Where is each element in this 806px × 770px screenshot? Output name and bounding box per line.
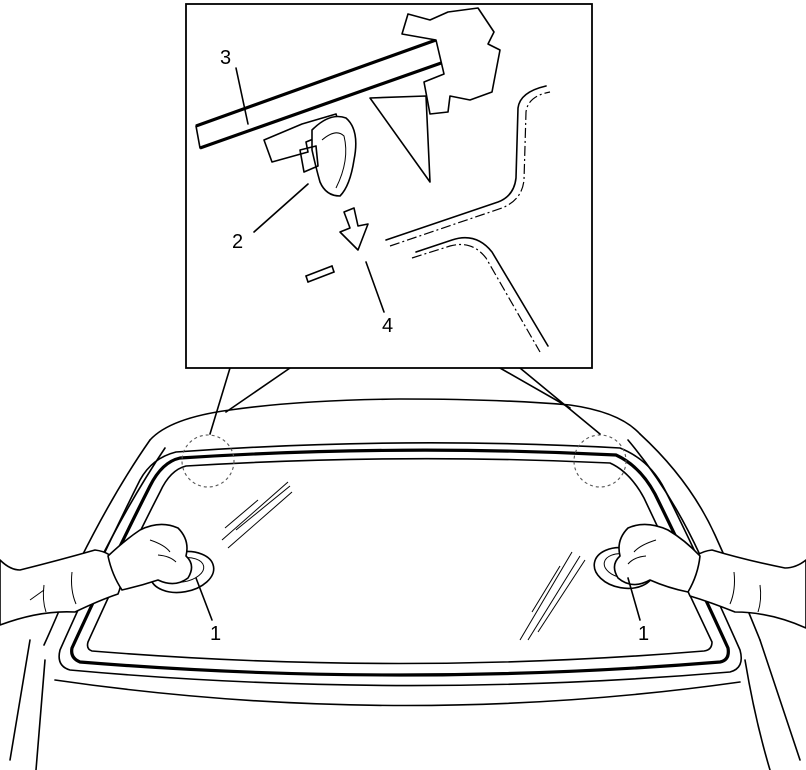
right-sleeve — [684, 549, 806, 629]
moulding-block — [401, 7, 501, 115]
callout-3: 3 — [220, 47, 231, 69]
glass-reflection — [221, 481, 586, 641]
leader-4 — [365, 261, 385, 313]
leader-3 — [235, 67, 249, 125]
body-panel-section — [305, 85, 551, 353]
callout-1-left: 1 — [210, 623, 221, 645]
detail-circle-left — [181, 434, 235, 488]
left-sleeve — [0, 549, 122, 626]
leader-1-right — [627, 577, 641, 621]
leader-2 — [253, 183, 309, 233]
detail-inset — [185, 3, 593, 369]
insert-arrow — [339, 207, 369, 251]
detail-circle-right — [573, 434, 627, 488]
clip-body — [311, 115, 357, 197]
inset-leader-right — [499, 367, 571, 409]
spacer — [369, 95, 431, 183]
callout-4: 4 — [382, 315, 393, 337]
callout-2: 2 — [232, 231, 243, 253]
left-hand — [107, 523, 193, 591]
right-hand-suction-cup — [593, 523, 806, 629]
right-hand — [613, 523, 701, 593]
leader-1-left — [195, 577, 213, 621]
left-hand-suction-cup — [0, 523, 215, 626]
callout-1-right: 1 — [638, 623, 649, 645]
inset-leader-left — [209, 367, 231, 435]
